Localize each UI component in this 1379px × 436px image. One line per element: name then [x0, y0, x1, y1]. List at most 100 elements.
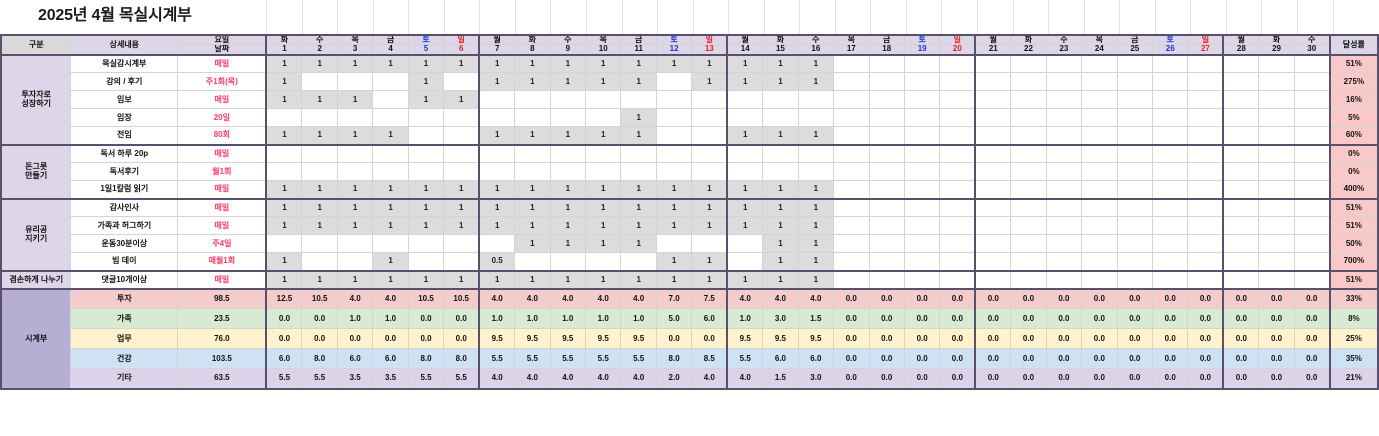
- habit-cell-d12[interactable]: [655, 234, 693, 254]
- summary-cell-d21[interactable]: 0.0: [974, 287, 1012, 310]
- habit-cell-d7[interactable]: 1: [478, 53, 516, 74]
- habit-cell-d14[interactable]: [726, 143, 764, 164]
- summary-cell-d15[interactable]: 6.0: [762, 348, 799, 370]
- habit-cell-d27[interactable]: [1187, 143, 1224, 164]
- habit-cell-d6[interactable]: 1: [443, 180, 480, 200]
- habit-cell-d7[interactable]: 1: [478, 197, 516, 218]
- habit-cell-d27[interactable]: [1187, 53, 1224, 74]
- habit-cell-d22[interactable]: [1010, 197, 1047, 218]
- habit-cell-d29[interactable]: [1258, 143, 1295, 164]
- habit-cell-d17[interactable]: [833, 108, 870, 128]
- summary-cell-d18[interactable]: 0.0: [868, 348, 905, 370]
- habit-cell-d28[interactable]: [1222, 143, 1260, 164]
- habit-cell-d19[interactable]: [903, 234, 941, 254]
- habit-cell-d9[interactable]: [549, 90, 587, 110]
- summary-cell-d20[interactable]: 0.0: [939, 308, 976, 330]
- habit-cell-d29[interactable]: [1258, 234, 1295, 254]
- summary-cell-d9[interactable]: 4.0: [549, 287, 587, 310]
- habit-cell-d4[interactable]: 1: [372, 126, 409, 146]
- summary-cell-d27[interactable]: 0.0: [1187, 348, 1224, 370]
- habit-cell-d13[interactable]: 1: [691, 269, 728, 290]
- summary-cell-d23[interactable]: 0.0: [1045, 348, 1083, 370]
- habit-cell-d23[interactable]: [1045, 197, 1083, 218]
- habit-cell-d20[interactable]: [939, 162, 976, 182]
- habit-cell-d13[interactable]: [691, 162, 728, 182]
- habit-cell-d14[interactable]: 1: [726, 53, 764, 74]
- habit-cell-d13[interactable]: 1: [691, 72, 728, 92]
- habit-cell-d2[interactable]: [301, 108, 338, 128]
- habit-cell-d12[interactable]: [655, 90, 693, 110]
- habit-cell-d25[interactable]: [1116, 72, 1154, 92]
- habit-cell-d4[interactable]: 1: [372, 53, 409, 74]
- habit-cell-d10[interactable]: 1: [585, 234, 622, 254]
- habit-cell-d17[interactable]: [833, 180, 870, 200]
- habit-cell-d29[interactable]: [1258, 197, 1295, 218]
- habit-cell-d5[interactable]: 1: [407, 197, 445, 218]
- habit-cell-d11[interactable]: 1: [620, 234, 657, 254]
- habit-cell-d13[interactable]: 1: [691, 216, 728, 236]
- habit-cell-d21[interactable]: [974, 162, 1012, 182]
- habit-cell-d14[interactable]: 1: [726, 72, 764, 92]
- summary-cell-d2[interactable]: 8.0: [301, 348, 338, 370]
- summary-cell-d12[interactable]: 8.0: [655, 348, 693, 370]
- habit-cell-d17[interactable]: [833, 216, 870, 236]
- habit-cell-d26[interactable]: [1152, 72, 1189, 92]
- habit-cell-d16[interactable]: 1: [797, 126, 835, 146]
- habit-cell-d17[interactable]: [833, 53, 870, 74]
- summary-cell-d7[interactable]: 4.0: [478, 287, 516, 310]
- summary-cell-d10[interactable]: 1.0: [585, 308, 622, 330]
- habit-cell-d26[interactable]: [1152, 108, 1189, 128]
- habit-cell-d11[interactable]: 1: [620, 216, 657, 236]
- habit-cell-d8[interactable]: 1: [514, 180, 551, 200]
- summary-cell-d6[interactable]: 8.0: [443, 348, 480, 370]
- habit-cell-d7[interactable]: 1: [478, 126, 516, 146]
- habit-cell-d22[interactable]: [1010, 108, 1047, 128]
- habit-cell-d4[interactable]: [372, 143, 409, 164]
- habit-cell-d26[interactable]: [1152, 53, 1189, 74]
- habit-cell-d2[interactable]: 1: [301, 53, 338, 74]
- habit-cell-d16[interactable]: 1: [797, 180, 835, 200]
- summary-cell-d13[interactable]: 7.5: [691, 287, 728, 310]
- habit-cell-d25[interactable]: [1116, 90, 1154, 110]
- habit-cell-d3[interactable]: [336, 143, 374, 164]
- habit-cell-d9[interactable]: [549, 108, 587, 128]
- habit-cell-d20[interactable]: [939, 53, 976, 74]
- summary-cell-d8[interactable]: 4.0: [514, 287, 551, 310]
- habit-cell-d17[interactable]: [833, 234, 870, 254]
- habit-cell-d21[interactable]: [974, 252, 1012, 272]
- habit-cell-d3[interactable]: 1: [336, 53, 374, 74]
- habit-cell-d16[interactable]: [797, 90, 835, 110]
- habit-cell-d16[interactable]: 1: [797, 53, 835, 74]
- summary-cell-d6[interactable]: 0.0: [443, 328, 480, 350]
- habit-cell-d1[interactable]: 1: [265, 180, 303, 200]
- habit-cell-d5[interactable]: 1: [407, 216, 445, 236]
- habit-cell-d2[interactable]: [301, 234, 338, 254]
- summary-cell-d23[interactable]: 0.0: [1045, 368, 1083, 390]
- habit-cell-d25[interactable]: [1116, 126, 1154, 146]
- habit-cell-d14[interactable]: [726, 90, 764, 110]
- habit-cell-d6[interactable]: [443, 252, 480, 272]
- habit-cell-d11[interactable]: 1: [620, 269, 657, 290]
- habit-cell-d6[interactable]: [443, 143, 480, 164]
- summary-cell-d29[interactable]: 0.0: [1258, 348, 1295, 370]
- habit-cell-d9[interactable]: [549, 162, 587, 182]
- habit-cell-d21[interactable]: [974, 90, 1012, 110]
- summary-cell-d25[interactable]: 0.0: [1116, 287, 1154, 310]
- habit-cell-d2[interactable]: 1: [301, 197, 338, 218]
- habit-cell-d13[interactable]: [691, 108, 728, 128]
- habit-cell-d10[interactable]: 1: [585, 53, 622, 74]
- summary-cell-d9[interactable]: 5.5: [549, 348, 587, 370]
- habit-cell-d24[interactable]: [1081, 269, 1118, 290]
- habit-cell-d17[interactable]: [833, 162, 870, 182]
- habit-cell-d16[interactable]: 1: [797, 234, 835, 254]
- habit-cell-d6[interactable]: 1: [443, 216, 480, 236]
- summary-cell-d17[interactable]: 0.0: [833, 328, 870, 350]
- habit-cell-d9[interactable]: [549, 143, 587, 164]
- summary-cell-d21[interactable]: 0.0: [974, 308, 1012, 330]
- habit-cell-d16[interactable]: [797, 108, 835, 128]
- habit-cell-d11[interactable]: 1: [620, 72, 657, 92]
- habit-cell-d4[interactable]: 1: [372, 269, 409, 290]
- summary-cell-d29[interactable]: 0.0: [1258, 368, 1295, 390]
- summary-cell-d25[interactable]: 0.0: [1116, 368, 1154, 390]
- habit-cell-d25[interactable]: [1116, 53, 1154, 74]
